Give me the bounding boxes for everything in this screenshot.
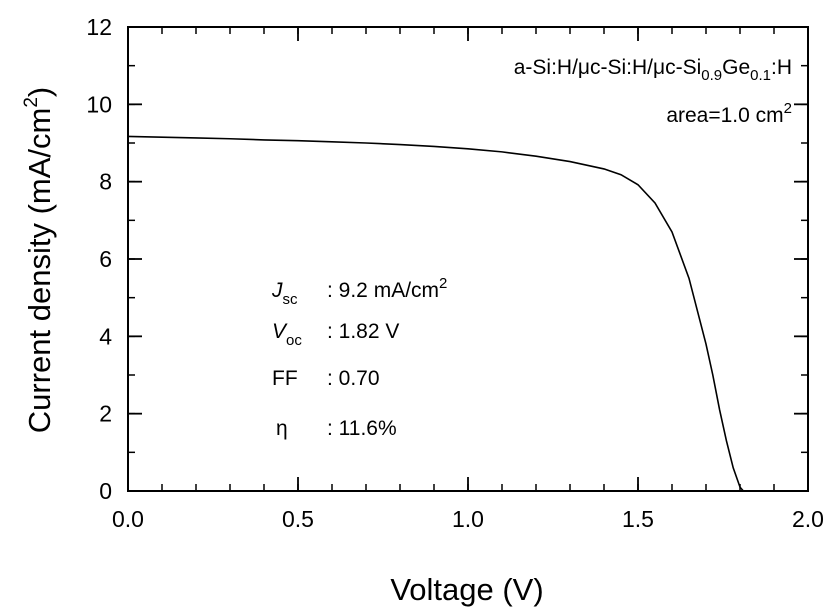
ff-value: : 0.70 [327,367,380,390]
device-stack-label: a-Si:H/μc-Si:H/μc-Si0.9Ge0.1:H [514,56,792,84]
x-tick-label: 1.5 [622,506,654,532]
y-tick-label: 8 [99,169,112,195]
major-ticks [127,26,809,492]
y-axis-title-main: Current density (mA/cm [22,108,57,434]
y-axis-title-sup: 2 [21,97,42,108]
jsc-value: : 9.2 mA/cm2 [327,275,447,302]
y-tick-label: 0 [99,478,112,504]
y-tick-label: 6 [99,246,112,272]
x-tick-label: 2.0 [792,506,824,532]
efficiency-symbol: η [276,417,288,440]
x-tick-label: 0.0 [112,506,144,532]
y-tick-label: 4 [99,323,112,349]
y-tick-label: 12 [86,14,112,40]
jsc-symbol: Jsc [271,279,298,308]
plot-frame [127,26,809,492]
voc-symbol: Voc [272,320,302,349]
y-axis-title: Current density (mA/cm2) [21,87,57,433]
y-tick-label: 10 [86,91,112,117]
area-label: area=1.0 cm2 [666,100,792,127]
x-tick-label: 1.0 [452,506,484,532]
voc-value: : 1.82 V [327,320,399,343]
x-tick-label: 0.5 [282,506,314,532]
ff-symbol: FF [272,367,298,390]
y-axis-title-close: ) [22,87,57,97]
y-tick-label: 2 [99,401,112,427]
efficiency-value: : 11.6% [327,417,397,440]
x-axis-title: Voltage (V) [390,572,543,607]
minor-ticks [127,26,809,492]
jv-series-line [127,135,745,492]
parameters-block: Jsc : 9.2 mA/cm2 Voc : 1.82 V FF : 0.70 … [271,275,447,440]
y-tick-labels: 0 2 4 6 8 10 12 [86,14,112,504]
x-tick-labels: 0.0 0.5 1.0 1.5 2.0 [112,506,824,532]
